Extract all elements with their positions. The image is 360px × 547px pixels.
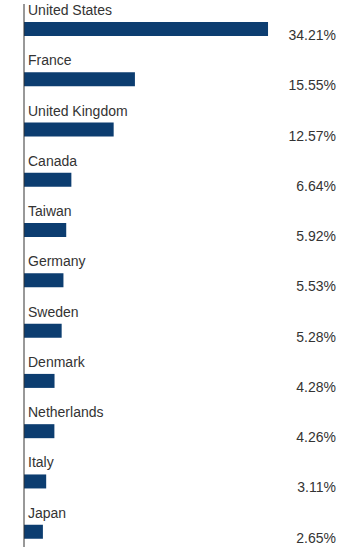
svg-text:5.53%: 5.53%: [296, 278, 336, 294]
svg-text:15.55%: 15.55%: [289, 77, 336, 93]
svg-text:5.28%: 5.28%: [296, 329, 336, 345]
svg-text:12.57%: 12.57%: [289, 128, 336, 144]
svg-text:Taiwan: Taiwan: [28, 203, 72, 219]
svg-text:Germany: Germany: [28, 253, 86, 269]
svg-text:Sweden: Sweden: [28, 304, 79, 320]
svg-text:5.92%: 5.92%: [296, 228, 336, 244]
svg-text:3.11%: 3.11%: [297, 479, 336, 495]
svg-text:Denmark: Denmark: [28, 354, 86, 370]
svg-text:Italy: Italy: [28, 454, 54, 470]
svg-text:2.65%: 2.65%: [296, 530, 336, 546]
svg-text:Japan: Japan: [28, 505, 66, 521]
svg-text:6.64%: 6.64%: [296, 178, 336, 194]
svg-text:United Kingdom: United Kingdom: [28, 103, 128, 119]
svg-text:Netherlands: Netherlands: [28, 404, 104, 420]
svg-text:4.26%: 4.26%: [296, 429, 336, 445]
svg-text:Canada: Canada: [28, 153, 77, 169]
svg-text:United States: United States: [28, 2, 112, 18]
svg-text:34.21%: 34.21%: [289, 27, 336, 43]
svg-text:France: France: [28, 52, 72, 68]
svg-text:4.28%: 4.28%: [296, 379, 336, 395]
